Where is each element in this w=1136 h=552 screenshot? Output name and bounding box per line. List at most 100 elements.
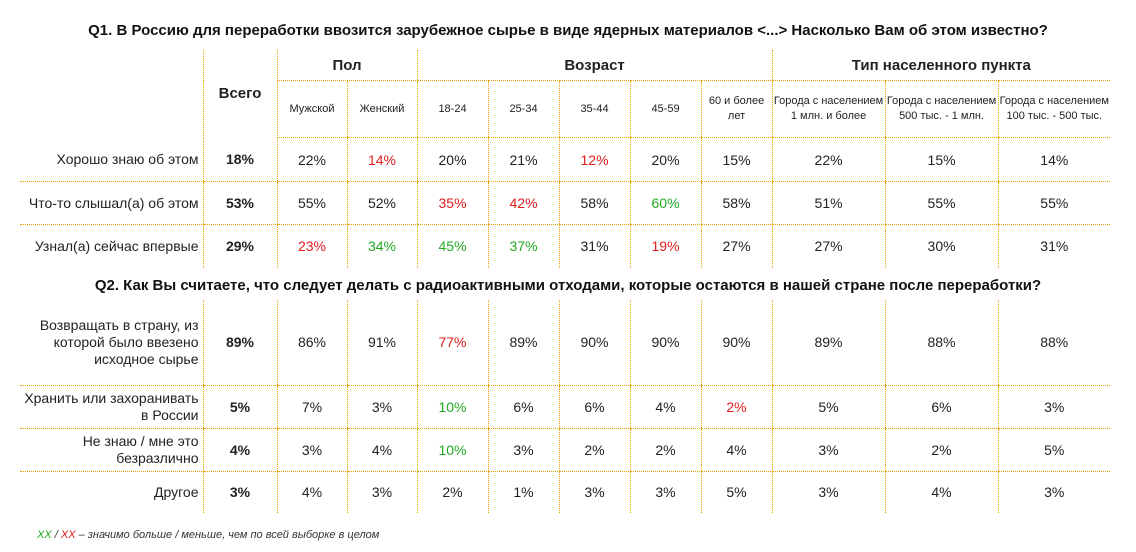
row-total: 18% — [202, 137, 277, 182]
cell-value: 5% — [771, 385, 885, 429]
cell-value: 5% — [700, 471, 772, 513]
header-group-sex: Пол — [276, 50, 418, 81]
cell-value: 90% — [700, 300, 772, 386]
cell-value: 4% — [276, 471, 347, 513]
cell-value: 2% — [884, 428, 998, 472]
row-label: Хорошо знаю об этом — [20, 137, 203, 182]
row-label: Другое — [154, 483, 199, 500]
cell-value: 10% — [416, 428, 488, 472]
header-column: Женский — [346, 80, 418, 138]
cell-value: 3% — [346, 471, 417, 513]
cell-value: 19% — [629, 224, 702, 268]
cell-value: 12% — [558, 137, 631, 182]
cell-value: 3% — [771, 471, 885, 513]
row-label: Узнал(а) сейчас впервые — [34, 237, 199, 254]
cell-value: 55% — [276, 181, 347, 225]
cell-value: 1% — [487, 471, 559, 513]
cell-value: 20% — [416, 137, 489, 182]
header-column: Города с населением 1 млн. и более — [771, 80, 886, 138]
cell-value: 4% — [629, 385, 701, 429]
q2-title: Q2. Как Вы считаете, что следует делать … — [94, 277, 1042, 294]
cell-value: 3% — [997, 385, 1110, 429]
cell-value: 14% — [346, 137, 418, 182]
cell-value: 3% — [346, 385, 417, 429]
cell-value: 42% — [487, 181, 560, 225]
cell-value: 86% — [276, 300, 347, 386]
header-column: 18-24 — [416, 80, 489, 138]
cell-value: 4% — [884, 471, 998, 513]
header-column: Мужской — [276, 80, 347, 138]
table-row: Не знаю / мне это безразлично 4% 3% 4% 10% 3%… — [20, 428, 1110, 472]
table-row: Другое 3% 4% 3% 2% 1% 3% 3% 5% 3% 4% 3% — [20, 471, 1110, 513]
cell-value: 20% — [629, 137, 702, 182]
row-total: 29% — [202, 224, 277, 268]
cell-value: 31% — [997, 224, 1111, 268]
q1-table: Всего Пол Возраст Тип населенного пункта… — [20, 50, 1111, 268]
cell-value: 88% — [997, 300, 1110, 386]
cell-value: 55% — [884, 181, 999, 225]
row-total: 89% — [202, 300, 277, 386]
header-group-age: Возраст — [416, 50, 773, 81]
header-column: 45-59 — [629, 80, 702, 138]
cell-value: 14% — [997, 137, 1111, 182]
legend: XX / XX – значимо больше / меньше, чем п… — [37, 529, 379, 541]
cell-value: 3% — [629, 471, 701, 513]
row-total: 53% — [202, 181, 277, 225]
cell-value: 2% — [700, 385, 772, 429]
cell-value: 23% — [276, 224, 347, 268]
cell-value: 2% — [629, 428, 701, 472]
cell-value: 34% — [346, 224, 418, 268]
cell-value: 6% — [558, 385, 630, 429]
legend-red-mark: XX — [60, 529, 76, 541]
table-row: Хорошо знаю об этом 18% 22% 14% 20% 21% 12% 20%… — [20, 137, 1111, 182]
cell-value: 7% — [276, 385, 347, 429]
cell-value: 90% — [558, 300, 630, 386]
header-column: 25-34 — [487, 80, 560, 138]
cell-value: 2% — [416, 471, 488, 513]
header-column: 60 и более лет — [700, 80, 773, 138]
cell-value: 6% — [487, 385, 559, 429]
cell-value: 45% — [416, 224, 489, 268]
cell-value: 77% — [416, 300, 488, 386]
cell-value: 30% — [884, 224, 999, 268]
row-total: 4% — [202, 428, 277, 472]
legend-text: – значимо больше / меньше, чем по всей в… — [75, 529, 380, 541]
cell-value: 51% — [771, 181, 886, 225]
cell-value: 31% — [558, 224, 631, 268]
cell-value: 37% — [487, 224, 560, 268]
cell-value: 27% — [700, 224, 773, 268]
cell-value: 27% — [771, 224, 886, 268]
row-label: Хранить или захоранивать в России — [20, 385, 203, 429]
header-total: Всего — [202, 50, 277, 138]
cell-value: 3% — [487, 428, 559, 472]
header-group-settlement: Тип населенного пункта — [771, 50, 1111, 81]
cell-value: 22% — [276, 137, 347, 182]
cell-value: 55% — [997, 181, 1111, 225]
cell-value: 89% — [487, 300, 559, 386]
cell-value: 52% — [346, 181, 418, 225]
header-column: Города с населением 500 тыс. - 1 млн. — [884, 80, 999, 138]
table-row: Узнал(а) сейчас впервые 29% 23% 34% 45% 37% 31… — [20, 224, 1111, 268]
header-column: Города с населением 100 тыс. - 500 тыс. — [997, 80, 1111, 138]
q2-table: Возвращать в страну, из которой было вве… — [20, 300, 1110, 513]
cell-value: 3% — [997, 471, 1110, 513]
row-label: Возвращать в страну, из которой было вве… — [20, 300, 203, 386]
cell-value: 21% — [487, 137, 560, 182]
cell-value: 35% — [416, 181, 489, 225]
table-row: Возвращать в страну, из которой было вве… — [20, 300, 1110, 386]
cell-value: 3% — [276, 428, 347, 472]
cell-value: 90% — [629, 300, 701, 386]
cell-value: 6% — [884, 385, 998, 429]
cell-value: 89% — [771, 300, 885, 386]
legend-green-mark: XX — [37, 529, 52, 541]
cell-value: 88% — [884, 300, 998, 386]
cell-value: 10% — [416, 385, 488, 429]
cell-value: 4% — [700, 428, 772, 472]
cell-value: 3% — [771, 428, 885, 472]
row-total: 3% — [202, 471, 277, 513]
header-column: 35-44 — [558, 80, 631, 138]
cell-value: 91% — [346, 300, 417, 386]
q1-title: Q1. В Россию для переработки ввозится за… — [88, 22, 1048, 39]
cell-value: 15% — [700, 137, 773, 182]
cell-value: 58% — [558, 181, 631, 225]
